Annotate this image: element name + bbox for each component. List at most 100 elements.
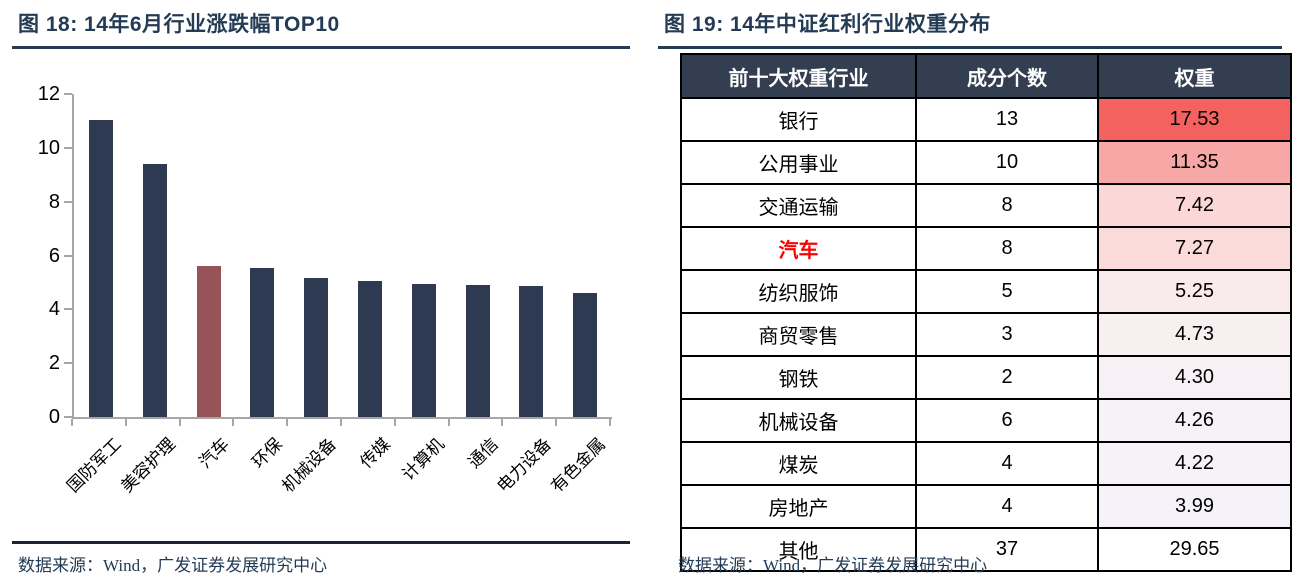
industry-cell: 纺织服饰 <box>680 269 917 314</box>
weight-cell: 7.42 <box>1097 183 1292 228</box>
x-axis-tick-mark <box>609 419 611 426</box>
left-chart-panel: 图 18: 14年6月行业涨跌幅TOP10 0 2 4 6 8 10 12 国防军工 美容护理汽… <box>0 0 646 575</box>
table-row: 钢铁 2 4.30 <box>680 355 1292 400</box>
y-axis-tick-label: 10 <box>37 136 60 159</box>
count-cell: 4 <box>915 484 1099 529</box>
industry-cell: 银行 <box>680 97 917 142</box>
y-axis-tick-label: 0 <box>48 406 60 428</box>
left-figure-title: 图 18: 14年6月行业涨跌幅TOP10 <box>18 13 340 36</box>
table-row: 纺织服饰 5 5.25 <box>680 269 1292 314</box>
weight-cell: 11.35 <box>1097 140 1292 185</box>
y-axis-tick-mark <box>64 146 72 149</box>
table-row: 商贸零售 3 4.73 <box>680 312 1292 357</box>
bar-电力设备 <box>519 286 544 417</box>
industry-cell: 煤炭 <box>680 441 917 486</box>
bar-传媒 <box>357 281 382 417</box>
table-row: 机械设备 6 4.26 <box>680 398 1292 443</box>
industry-cell: 汽车 <box>680 226 917 271</box>
x-axis-tick-mark <box>71 419 73 426</box>
count-cell: 6 <box>915 398 1099 443</box>
count-cell: 10 <box>915 140 1099 185</box>
x-axis-category-label: 电力设备 <box>493 434 556 497</box>
count-cell: 5 <box>915 269 1099 314</box>
y-axis-tick-label: 2 <box>48 352 60 375</box>
right-title-rule <box>658 46 1282 49</box>
left-bottom-rule <box>12 541 630 544</box>
weight-cell: 17.53 <box>1097 97 1292 142</box>
y-axis-tick-mark <box>64 93 72 95</box>
x-axis-category-label: 传媒 <box>356 434 394 473</box>
table-body: 银行 13 17.53 公用事业 10 11.35 交通运输 8 7.42 汽车 8 7.27 纺织服饰… <box>680 97 1292 572</box>
bar-机械设备 <box>304 278 329 417</box>
y-axis-tick-mark <box>64 308 72 311</box>
industry-cell: 商贸零售 <box>680 312 917 357</box>
count-cell: 37 <box>915 527 1099 572</box>
table-row: 汽车 8 7.27 <box>680 226 1292 271</box>
x-axis-tick-mark <box>124 419 127 426</box>
x-axis-category-label: 环保 <box>248 434 287 473</box>
table-row: 煤炭 4 4.22 <box>680 441 1292 486</box>
table-row: 公用事业 10 11.35 <box>680 140 1292 185</box>
industry-weight-table: 前十大权重行业 成分个数 权重 银行 13 17.53 公用事业 10 11.35 交通运输 8 7… <box>680 53 1292 572</box>
count-cell: 8 <box>915 226 1099 271</box>
x-axis-tick-mark <box>393 419 396 426</box>
count-cell: 2 <box>915 355 1099 400</box>
y-axis-tick-mark <box>64 254 72 257</box>
y-axis-tick-mark <box>64 416 72 418</box>
weight-cell: 7.27 <box>1097 226 1292 271</box>
bar-有色金属 <box>573 293 598 417</box>
right-figure-title: 图 19: 14年中证红利行业权重分布 <box>664 13 991 36</box>
bar-环保 <box>250 267 275 417</box>
industry-cell: 机械设备 <box>680 398 917 443</box>
bar-chart: 0 2 4 6 8 10 12 国防军工 美容护理 汽车 环保 机械设备 传媒 计算机 通信 电力设备 有色金属 <box>0 0 646 540</box>
table-row: 其他 37 29.65 <box>680 527 1292 572</box>
x-axis-tick-mark <box>447 419 450 426</box>
table-column-header: 成分个数 <box>915 53 1099 99</box>
table-head: 前十大权重行业 成分个数 权重 <box>680 53 1292 99</box>
bar-通信 <box>465 285 490 417</box>
table-row: 交通运输 8 7.42 <box>680 183 1292 228</box>
weight-cell: 4.30 <box>1097 355 1292 400</box>
y-axis-tick-mark <box>64 200 72 203</box>
table-header-row: 前十大权重行业 成分个数 权重 <box>680 53 1292 99</box>
bar-美容护理 <box>142 163 167 417</box>
y-axis-tick-label: 4 <box>48 298 60 321</box>
bar-国防军工 <box>88 119 113 417</box>
x-axis-tick-mark <box>286 419 289 426</box>
count-cell: 13 <box>915 97 1099 142</box>
x-axis-tick-mark <box>340 419 342 426</box>
y-axis-tick-mark <box>64 362 72 365</box>
weight-cell: 4.22 <box>1097 441 1292 486</box>
right-source-note: 数据来源：Wind，广发证券发展研究中心 <box>678 556 988 575</box>
weight-cell: 4.26 <box>1097 398 1292 443</box>
x-axis-tick-mark <box>178 419 181 426</box>
weight-cell: 3.99 <box>1097 484 1292 529</box>
count-cell: 8 <box>915 183 1099 228</box>
x-axis-category-label: 汽车 <box>194 434 233 473</box>
weight-cell: 5.25 <box>1097 269 1292 314</box>
right-table-panel: 图 19: 14年中证红利行业权重分布 前十大权重行业 成分个数 权重 银行 13 17… <box>646 0 1292 588</box>
weight-cell: 4.73 <box>1097 312 1292 357</box>
chart-plot <box>72 94 612 419</box>
weight-cell: 29.65 <box>1097 527 1292 572</box>
x-axis-category-label: 美容护理 <box>117 434 179 497</box>
table-row: 银行 13 17.53 <box>680 97 1292 142</box>
left-source-note: 数据来源：Wind，广发证券发展研究中心 <box>18 556 328 575</box>
bar-计算机 <box>411 283 436 417</box>
x-axis-category-label: 有色金属 <box>547 434 610 497</box>
count-cell: 3 <box>915 312 1099 357</box>
x-axis-tick-mark <box>555 419 558 426</box>
bar-汽车 <box>196 266 221 417</box>
y-axis-tick-label: 12 <box>37 83 60 105</box>
x-axis-category-label: 计算机 <box>398 434 448 485</box>
industry-cell: 房地产 <box>680 484 917 529</box>
count-cell: 4 <box>915 441 1099 486</box>
x-axis-tick-mark <box>501 419 504 426</box>
industry-cell: 其他 <box>680 527 917 572</box>
left-title-rule <box>12 46 630 49</box>
industry-cell: 公用事业 <box>680 140 917 185</box>
industry-cell: 钢铁 <box>680 355 917 400</box>
x-axis-category-label: 国防军工 <box>63 434 125 497</box>
table-row: 房地产 4 3.99 <box>680 484 1292 529</box>
